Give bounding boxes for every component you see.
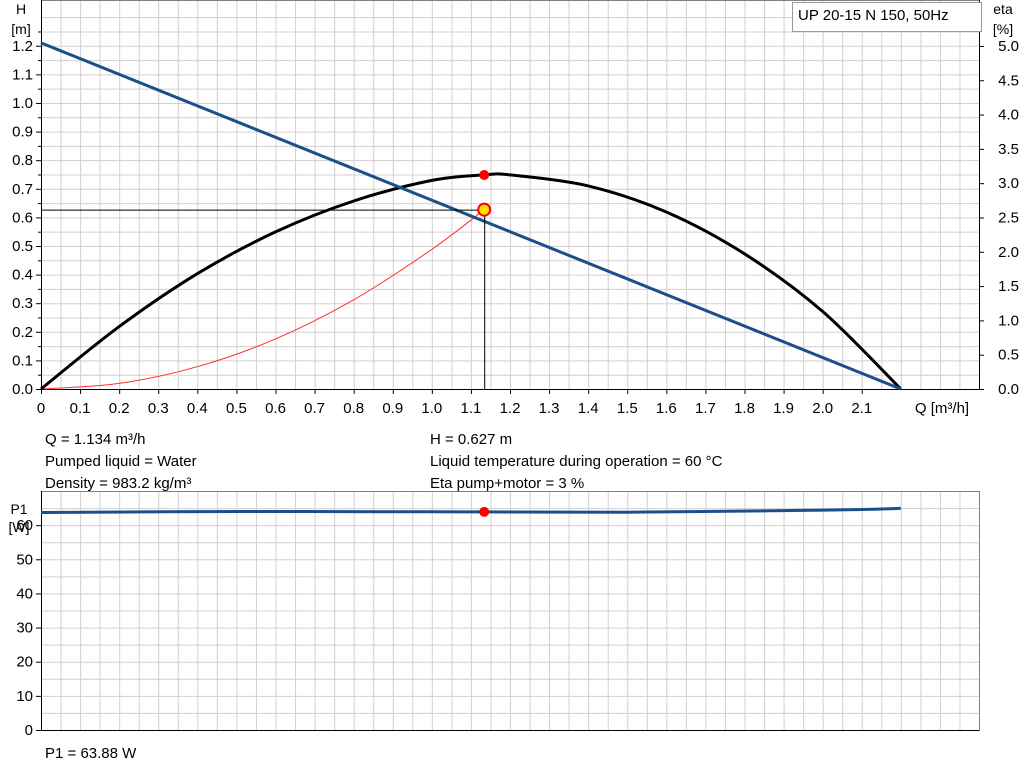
pump-model-legend: UP 20-15 N 150, 50Hz (792, 2, 982, 32)
efficiency-curve (40, 172, 902, 391)
liquid-temperature-readout: Liquid temperature during operation = 60… (430, 453, 723, 470)
x-tick-label: 0.6 (265, 400, 286, 417)
y-right-axis-title: eta (993, 1, 1013, 17)
x-tick-label: 1.2 (500, 400, 521, 417)
y-left-tick-label: 0.8 (12, 152, 33, 169)
y-left-tick-label: 0.1 (12, 352, 33, 369)
y-right-tick-label: 5.0 (998, 38, 1019, 55)
x-tick-label: 1.6 (656, 400, 677, 417)
x-tick-label: 0.1 (70, 400, 91, 417)
y-right-axis-unit: [%] (993, 21, 1013, 37)
x-tick-label: 1.7 (695, 400, 716, 417)
x-tick-label: 1.0 (421, 400, 442, 417)
duty-point-power-marker (479, 506, 490, 517)
y-right-tick-label: 3.5 (998, 141, 1019, 158)
y-right-tick-label: 0.0 (998, 381, 1019, 398)
y-right-tick-label: 1.5 (998, 278, 1019, 295)
y-left-tick-label: 1.2 (12, 38, 33, 55)
y-left-tick-label: 1.1 (12, 66, 33, 83)
x-tick-label: 1.8 (734, 400, 755, 417)
x-tick-label: 0.3 (148, 400, 169, 417)
duty-points (477, 169, 492, 517)
y-right-tick-label: 0.5 (998, 347, 1019, 364)
y-left-tick-label: 0.7 (12, 181, 33, 198)
y-right-tick-label: 2.5 (998, 209, 1019, 226)
head-readout: H = 0.627 m (430, 431, 513, 448)
x-tick-label: 0.5 (226, 400, 247, 417)
y-left-tick-label: 0.6 (12, 209, 33, 226)
y-right-tick-label: 3.0 (998, 175, 1019, 192)
p1-tick-label: 20 (16, 654, 33, 671)
p1-tick-label: 0 (25, 722, 33, 739)
x-tick-label: 0.7 (304, 400, 325, 417)
p1-tick-label: 10 (16, 688, 33, 705)
x-tick-label: 2.0 (812, 400, 833, 417)
p1-axis-unit: [W] (9, 519, 30, 535)
y-left-tick-label: 0.4 (12, 267, 33, 284)
p1-tick-label: 60 (16, 517, 33, 534)
p1-tick-label: 30 (16, 620, 33, 637)
p1-axis-title: P1 (10, 501, 27, 517)
x-tick-label: 0.2 (109, 400, 130, 417)
y-right-tick-label: 4.0 (998, 107, 1019, 124)
x-tick-label: 1.1 (460, 400, 481, 417)
p1-tick-label: 40 (16, 585, 33, 602)
y-left-tick-label: 0.0 (12, 381, 33, 398)
y-left-tick-label: 0.3 (12, 295, 33, 312)
x-tick-label: 0 (37, 400, 45, 417)
x-tick-label: 1.4 (578, 400, 599, 417)
axis-ticks (36, 31, 984, 731)
y-left-tick-label: 0.9 (12, 124, 33, 141)
y-left-tick-label: 0.2 (12, 324, 33, 341)
flow-rate-readout: Q = 1.134 m³/h (45, 431, 146, 448)
efficiency-readout: Eta pump+motor = 3 % (430, 475, 585, 492)
y-right-tick-label: 4.5 (998, 72, 1019, 89)
x-tick-label: 1.5 (617, 400, 638, 417)
y-left-tick-label: 0.5 (12, 238, 33, 255)
pumped-liquid-readout: Pumped liquid = Water (45, 453, 197, 470)
x-tick-label: 1.3 (539, 400, 560, 417)
system-curve (40, 209, 485, 390)
x-tick-label: 2.1 (851, 400, 872, 417)
x-tick-label: 1.9 (773, 400, 794, 417)
p1-tick-label: 50 (16, 551, 33, 568)
x-tick-label: 0.8 (343, 400, 364, 417)
y-left-tick-label: 1.0 (12, 95, 33, 112)
duty-point-efficiency-marker (479, 169, 490, 180)
y-left-axis-title: H (16, 1, 26, 17)
top-chart-grid (41, 0, 980, 390)
pump-head-curve (40, 41, 902, 391)
x-axis-title: Q [m³/h] (915, 400, 969, 417)
density-readout: Density = 983.2 kg/m³ (45, 475, 192, 492)
bottom-chart-frame (41, 491, 980, 731)
axis-tick-labels: 0 0.1 0.2 0.3 0.4 0.5 0.6 0.7 0.8 0.9 1.0 1.1 1.2 1.3… (12, 38, 1019, 739)
power-readout: P1 = 63.88 W (45, 745, 137, 762)
y-left-axis-unit: [m] (11, 21, 30, 37)
y-right-tick-label: 1.0 (998, 312, 1019, 329)
duty-point-head-marker (477, 202, 492, 217)
x-tick-label: 0.9 (382, 400, 403, 417)
bottom-chart-grid (41, 491, 980, 731)
y-right-tick-label: 2.0 (998, 244, 1019, 261)
x-tick-label: 0.4 (187, 400, 208, 417)
